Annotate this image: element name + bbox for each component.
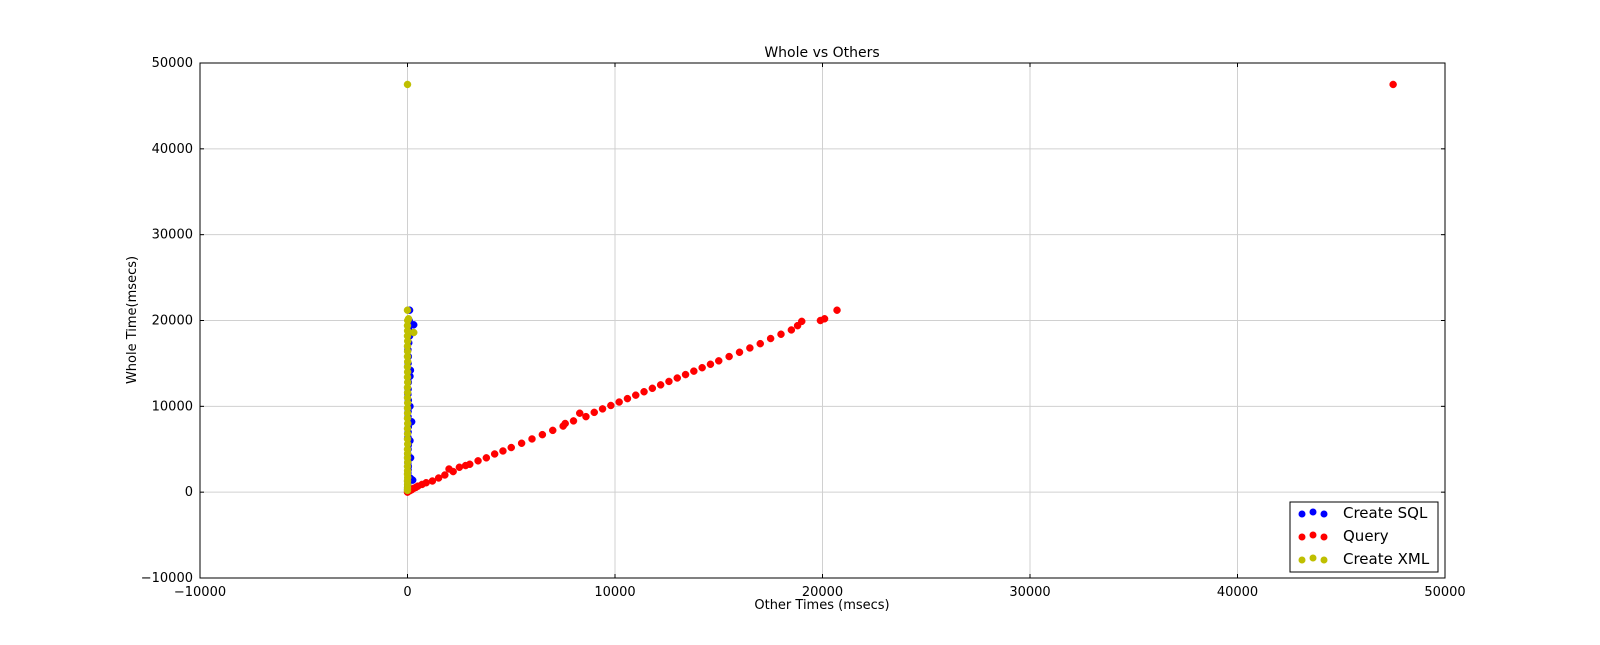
data-point-create-xml xyxy=(404,315,413,323)
data-point-query xyxy=(787,326,796,334)
data-point-query xyxy=(640,387,648,396)
data-point-query xyxy=(598,405,607,413)
data-point-create-xml xyxy=(403,306,412,314)
legend-marker xyxy=(1298,533,1306,541)
data-point-query xyxy=(746,344,754,352)
data-point-query xyxy=(632,391,640,399)
data-point-query xyxy=(482,454,491,462)
y-tick-label: 0 xyxy=(185,485,193,500)
data-point-query xyxy=(698,363,706,372)
data-point-query xyxy=(615,398,623,406)
data-point-query xyxy=(474,457,482,465)
data-point-query xyxy=(1389,80,1397,89)
data-points xyxy=(403,80,1397,496)
data-point-query xyxy=(449,467,457,476)
data-point-create-xml xyxy=(403,80,412,89)
legend-marker xyxy=(1309,508,1317,516)
data-point-query xyxy=(656,381,665,389)
data-point-query xyxy=(690,367,698,375)
legend-item: Query xyxy=(1298,527,1389,545)
legend-marker xyxy=(1309,554,1317,562)
data-point-query xyxy=(820,315,829,323)
data-point-query xyxy=(517,439,526,447)
data-point-query xyxy=(766,334,775,343)
data-point-query xyxy=(422,478,430,487)
data-point-query xyxy=(607,401,615,410)
legend-label: Query xyxy=(1343,527,1389,545)
y-axis-label: Whole Time(msecs) xyxy=(125,256,140,384)
data-point-query xyxy=(428,477,437,485)
data-point-query xyxy=(623,394,632,403)
data-point-query xyxy=(681,370,690,379)
y-tick-label: −10000 xyxy=(141,571,193,586)
data-point-query xyxy=(455,463,464,472)
data-point-query xyxy=(648,384,657,393)
data-point-query xyxy=(575,409,584,417)
legend-marker xyxy=(1320,533,1328,541)
x-axis-label: Other Times (msecs) xyxy=(754,598,889,613)
data-point-query xyxy=(590,408,598,417)
x-tick-label: −10000 xyxy=(174,585,226,600)
legend-marker xyxy=(1320,556,1328,564)
data-point-query xyxy=(582,412,590,421)
data-point-query xyxy=(434,474,443,482)
data-point-query xyxy=(735,348,744,357)
data-point-query xyxy=(466,460,474,469)
y-tick-label: 40000 xyxy=(152,142,193,157)
axis-ticks: −10000 0 10000 20000 30000 40000 50000 −10000 0 1… xyxy=(141,56,1466,600)
data-point-query xyxy=(706,360,715,369)
data-point-query xyxy=(538,430,547,439)
data-point-query xyxy=(549,426,557,435)
data-point-query xyxy=(507,443,515,452)
data-point-query xyxy=(665,377,673,386)
data-point-query xyxy=(798,317,806,326)
legend-label: Create SQL xyxy=(1343,504,1428,522)
legend-item: Create XML xyxy=(1298,550,1430,568)
data-point-query xyxy=(569,417,578,425)
data-point-query xyxy=(561,419,569,428)
legend-marker xyxy=(1298,510,1306,518)
legend-label: Create XML xyxy=(1343,550,1430,568)
data-point-query xyxy=(725,352,733,361)
x-tick-label: 40000 xyxy=(1217,585,1258,600)
legend-marker xyxy=(1298,556,1306,564)
data-point-query xyxy=(715,357,723,365)
y-tick-label: 10000 xyxy=(152,399,193,414)
data-point-query xyxy=(490,450,499,458)
data-point-query xyxy=(833,306,841,314)
legend-marker xyxy=(1320,510,1328,518)
legend-marker xyxy=(1309,531,1317,539)
data-point-query xyxy=(441,471,449,479)
x-tick-label: 0 xyxy=(403,585,411,600)
y-tick-label: 50000 xyxy=(152,56,193,71)
x-tick-label: 10000 xyxy=(594,585,635,600)
x-tick-label: 30000 xyxy=(1009,585,1050,600)
data-point-query xyxy=(777,330,785,338)
x-tick-label: 20000 xyxy=(802,585,843,600)
data-point-query xyxy=(528,435,536,443)
data-point-query xyxy=(673,374,681,382)
data-point-query xyxy=(756,339,764,348)
chart-title: Whole vs Others xyxy=(764,45,879,61)
y-tick-label: 20000 xyxy=(152,314,193,329)
data-point-query xyxy=(499,447,507,455)
legend: Create SQL Query Create XML xyxy=(1289,501,1439,573)
x-tick-label: 50000 xyxy=(1424,585,1465,600)
data-point-create-xml xyxy=(409,328,418,337)
legend-item: Create SQL xyxy=(1298,504,1428,522)
y-tick-label: 30000 xyxy=(152,228,193,243)
